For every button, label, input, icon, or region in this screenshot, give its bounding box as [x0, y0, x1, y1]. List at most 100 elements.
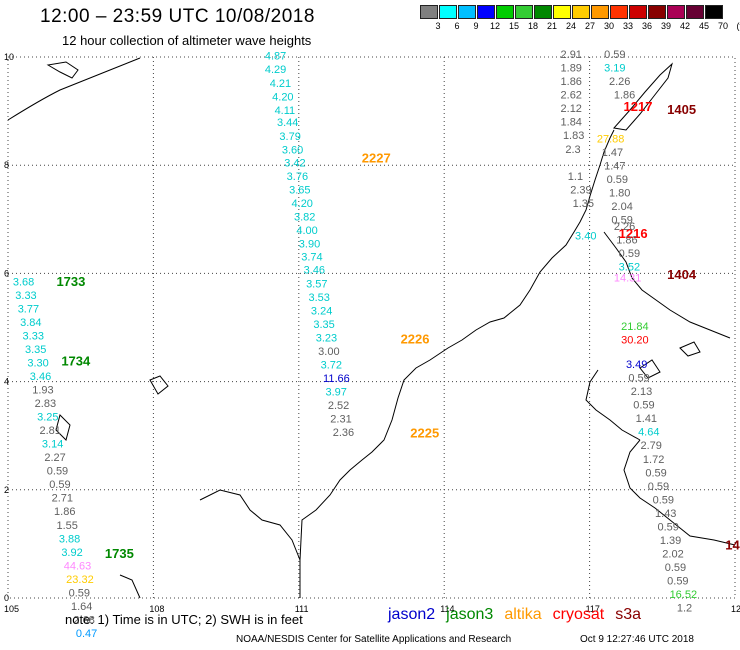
wave-height-value: 0.59 [648, 481, 669, 493]
wave-height-value: 3.82 [294, 211, 315, 223]
wave-height-value: 21.84 [621, 321, 649, 333]
legend-swatch [496, 5, 514, 19]
wave-height-value: 1.84 [561, 117, 582, 129]
x-tick-label: 120 [731, 604, 740, 614]
wave-height-value: 3.23 [316, 333, 337, 345]
page-title: 12:00 – 23:59 UTC 10/08/2018 [40, 6, 315, 27]
legend-swatch [515, 5, 533, 19]
track-time-label: 1735 [105, 546, 134, 561]
wave-height-value: 0.59 [653, 494, 674, 506]
wave-height-value: 0.47 [76, 628, 97, 640]
coastline-segment [7, 57, 141, 121]
coastline-segment [199, 489, 301, 561]
wave-height-value: 1.41 [636, 413, 657, 425]
wave-height-value: 3.88 [59, 533, 80, 545]
wave-height-value: 0.59 [667, 575, 688, 587]
coastline-segment [603, 231, 731, 339]
x-tick-label: 108 [149, 604, 164, 614]
wave-height-value: 3.79 [279, 131, 300, 143]
legend-label: (ft) [736, 21, 740, 31]
wave-height-value: 3.33 [23, 330, 44, 342]
wave-height-value: 2.52 [328, 400, 349, 412]
legend-swatch [629, 5, 647, 19]
x-tick-label: 105 [4, 604, 19, 614]
legend-swatch [439, 5, 457, 19]
legend-swatch [572, 5, 590, 19]
wave-height-value: 11.66 [323, 373, 350, 385]
wave-height-value: 2.83 [35, 398, 56, 410]
wave-height-value: 3.60 [282, 144, 303, 156]
legend-swatch [420, 5, 438, 19]
wave-height-value: 1.39 [660, 535, 681, 547]
coastline-segment [299, 129, 615, 598]
satellite-legend-item: altika [504, 606, 542, 623]
wave-height-value: 0.59 [628, 373, 649, 385]
wave-height-value: 1.86 [54, 506, 75, 518]
track-time-label: 1216 [619, 226, 648, 241]
wave-height-value: 1.89 [561, 63, 582, 75]
wave-height-value: 2.12 [561, 103, 582, 115]
coastline-segment [119, 574, 141, 599]
wave-height-value: 2.13 [631, 386, 652, 398]
coastline-segment [679, 341, 701, 357]
wave-height-value: 3.46 [304, 264, 325, 276]
wave-height-value: 0.59 [47, 466, 68, 478]
wave-height-value: 3.46 [30, 371, 51, 383]
legend-label: 24 [565, 21, 576, 31]
wave-height-value: 0.59 [633, 400, 654, 412]
wave-height-value: 2.31 [330, 414, 351, 426]
wave-height-value: 4.11 [275, 105, 296, 117]
legend-swatch [591, 5, 609, 19]
track-time-label: 1734 [61, 353, 91, 368]
wave-height-value: 3.92 [61, 547, 82, 559]
wave-height-value: 3.19 [604, 63, 625, 75]
wave-height-value: 2.26 [609, 76, 630, 88]
coastline-segment [639, 359, 661, 379]
wave-height-value: 4.20 [292, 198, 313, 210]
legend-label: 18 [527, 21, 538, 31]
legend-label: 30 [603, 21, 614, 31]
x-tick-label: 114 [440, 604, 454, 614]
coastline-segment [149, 375, 169, 395]
satellite-legend-item: s3a [615, 606, 642, 623]
wave-height-value: 3.77 [18, 303, 39, 315]
wave-height-value: 0.59 [657, 521, 678, 533]
wave-height-value: 2.3 [565, 144, 580, 156]
wave-height-value: 3.90 [299, 238, 320, 250]
wave-height-value: 1.64 [71, 601, 92, 613]
page-subtitle: 12 hour collection of altimeter wave hei… [62, 33, 312, 48]
wave-height-value: 3.76 [287, 171, 308, 183]
legend-label: 33 [622, 21, 633, 31]
track-time-label: 1733 [56, 274, 85, 289]
legend-label: 42 [679, 21, 690, 31]
wave-height-value: 2.91 [561, 49, 582, 61]
wave-height-value: 1.35 [573, 198, 594, 210]
legend-label: 9 [473, 21, 479, 31]
wave-height-value: 1.86 [614, 90, 635, 102]
wave-height-value: 4.29 [265, 64, 286, 76]
wave-height-value: 3.40 [575, 230, 596, 242]
wave-height-value: 1.47 [604, 161, 625, 173]
wave-height-value: 2.26 [614, 221, 635, 233]
wave-height-value: 3.84 [20, 317, 41, 329]
y-tick-label: 10 [4, 52, 14, 62]
legend-label: 12 [489, 21, 500, 31]
wave-height-readings: 22274.874.294.214.204.113.443.793.603.42… [13, 49, 740, 640]
wave-height-value: 3.35 [313, 319, 334, 331]
wave-height-value: 1.2 [677, 603, 692, 615]
wave-height-value: 1.83 [563, 130, 584, 142]
legend-swatch [477, 5, 495, 19]
wave-height-value: 2.62 [561, 90, 582, 102]
wave-height-value: 4.21 [270, 78, 291, 90]
wave-height-value: 2.02 [662, 548, 683, 560]
legend-swatch [458, 5, 476, 19]
legend-label: 45 [698, 21, 709, 31]
wave-height-value: 14.31 [614, 273, 642, 285]
wave-height-value: 3.30 [27, 357, 48, 369]
y-tick-label: 8 [4, 160, 9, 170]
y-tick-label: 6 [4, 268, 9, 278]
wave-height-value: 2.04 [611, 201, 632, 213]
wave-height-value: 2.79 [640, 440, 661, 452]
legend-label: 70 [717, 21, 728, 31]
wave-height-value: 2.81 [40, 425, 61, 437]
